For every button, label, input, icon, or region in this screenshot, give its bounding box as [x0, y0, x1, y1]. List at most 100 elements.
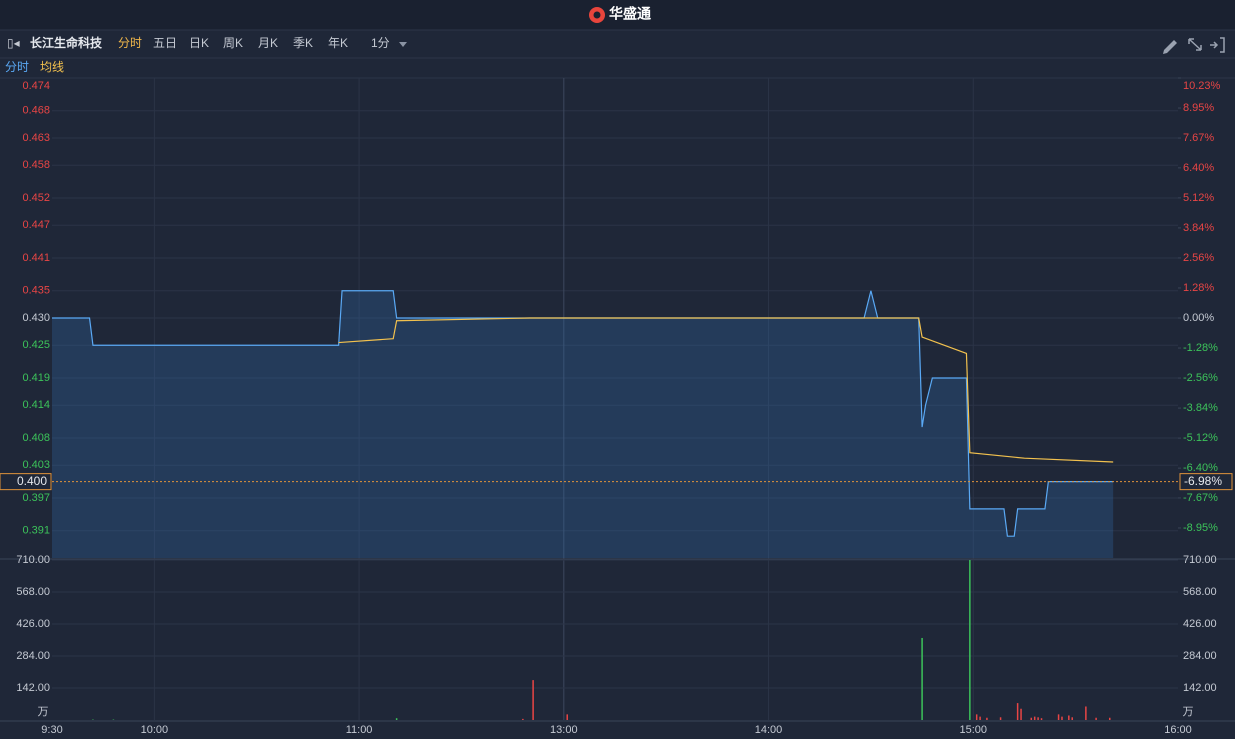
current-price-label: 0.400 — [17, 474, 47, 488]
price-line — [52, 290, 1114, 537]
y-tick-label: 142.00 — [16, 682, 50, 694]
area-fill — [52, 290, 1114, 558]
y2-tick-label: 0.00% — [1183, 312, 1214, 324]
dropdown-arrow[interactable] — [399, 42, 407, 47]
volume-bar — [921, 637, 923, 720]
legend-item: 分时 — [5, 60, 29, 74]
y2-tick-label: -1.28% — [1183, 342, 1218, 354]
exit-icon[interactable] — [1210, 37, 1225, 53]
y-tick-label: 0.419 — [22, 372, 50, 384]
collapse-icon[interactable]: ▯◂ — [7, 36, 20, 50]
y2-tick-label: 5.12% — [1183, 192, 1214, 204]
tab[interactable]: 季K — [293, 36, 313, 50]
volume-bar — [1040, 718, 1043, 720]
volume-bar — [1061, 716, 1063, 720]
y2-tick-label: 7.67% — [1183, 132, 1214, 144]
x-tick-label: 10:00 — [141, 724, 169, 736]
volume-bar — [1037, 717, 1039, 720]
y2-tick-label: 8.95% — [1183, 102, 1214, 114]
y-tick-label: 0.447 — [22, 219, 50, 231]
y-tick-label: 0.408 — [22, 432, 50, 444]
y-tick-label: 0.435 — [22, 285, 50, 297]
x-tick-label: 15:00 — [960, 724, 988, 736]
tab[interactable]: 周K — [223, 36, 243, 50]
x-tick-label: 16:00 — [1164, 724, 1192, 736]
change-box — [1179, 473, 1233, 491]
toolbar: ▯◂ 长江生命科技 分时 五日 日K 周K 月K 季K 年K 1分 — [7, 35, 1225, 54]
unit-label: 万 — [38, 706, 49, 718]
tab[interactable]: 年K — [328, 36, 348, 50]
y-tick-label: 0.463 — [22, 132, 50, 144]
y-tick-label: 0.403 — [22, 459, 50, 471]
stock-name: 长江生命科技 — [30, 35, 103, 50]
volume-bar — [969, 560, 971, 720]
volume-bar — [1016, 703, 1019, 720]
y2-tick-label: -6.40% — [1183, 462, 1218, 474]
y-tick-label: 0.458 — [22, 159, 50, 171]
interval-select[interactable]: 1分 — [371, 36, 390, 50]
draw-icon[interactable] — [1163, 40, 1177, 54]
header-bar — [0, 0, 1235, 30]
x-tick-label: 14:00 — [755, 724, 783, 736]
y2-tick-label: -5.12% — [1183, 432, 1218, 444]
y-tick-label: 284.00 — [16, 650, 50, 662]
y-tick-label: 0.397 — [22, 492, 50, 504]
price-line — [338, 317, 1114, 463]
y2-tick-label: 142.00 — [1183, 682, 1217, 694]
y-tick-label: 568.00 — [16, 586, 50, 598]
y-tick-label: 0.441 — [22, 252, 50, 264]
volume-bar — [1030, 717, 1033, 720]
volume-bar — [1071, 717, 1073, 720]
volume-bar — [1085, 706, 1087, 720]
fullscreen-icon[interactable] — [1188, 38, 1202, 51]
legend-item: 均线 — [40, 60, 64, 74]
y2-tick-label: -2.56% — [1183, 372, 1218, 384]
volume-bar — [522, 718, 524, 720]
volume-bar — [532, 680, 534, 720]
y2-tick-label: 2.56% — [1183, 252, 1214, 264]
volume-bar — [1057, 714, 1060, 720]
y-tick-label: 710.00 — [16, 554, 50, 566]
tab[interactable]: 日K — [189, 36, 209, 50]
y-tick-label: 0.430 — [22, 312, 50, 324]
tab[interactable]: 分时 — [118, 36, 142, 50]
volume-bar — [1033, 716, 1036, 720]
y2-tick-label: -8.95% — [1183, 522, 1218, 534]
y2-tick-label: 6.40% — [1183, 162, 1214, 174]
price-box — [0, 473, 52, 491]
y2-tick-label: 284.00 — [1183, 650, 1217, 662]
volume-bar — [1068, 715, 1070, 720]
y-tick-label: 0.452 — [22, 192, 50, 204]
volume-bar — [395, 718, 398, 720]
y2-tick-label: -3.84% — [1183, 402, 1218, 414]
x-tick-label: 9:30 — [41, 724, 62, 736]
volume-bar — [1020, 708, 1022, 720]
volume-bar — [1095, 717, 1097, 720]
y2-tick-label: 426.00 — [1183, 618, 1217, 630]
tab[interactable]: 月K — [258, 36, 278, 50]
x-tick-label: 11:00 — [346, 724, 373, 736]
volume-bar — [986, 717, 988, 720]
volume-bar — [999, 717, 1002, 720]
y-tick-label: 0.391 — [22, 525, 50, 537]
volume-bar — [979, 716, 981, 720]
x-tick-label: 13:00 — [550, 724, 578, 736]
y2-tick-label: 10.23% — [1183, 80, 1221, 92]
volume-bar — [566, 714, 568, 720]
y-tick-label: 0.468 — [22, 105, 50, 117]
unit-label: 万 — [1183, 706, 1194, 718]
y-tick-label: 0.474 — [22, 80, 50, 92]
brand: 华盛通 — [609, 6, 651, 22]
y2-tick-label: 710.00 — [1183, 554, 1217, 566]
current-change-label: -6.98% — [1184, 474, 1222, 488]
y2-tick-label: -7.67% — [1183, 492, 1218, 504]
volume-bar — [1109, 717, 1111, 720]
y-tick-label: 0.425 — [22, 339, 50, 351]
y-tick-label: 426.00 — [16, 618, 50, 630]
y2-tick-label: 3.84% — [1183, 222, 1214, 234]
y-tick-label: 0.414 — [22, 399, 50, 411]
volume-bar — [975, 714, 978, 720]
tab[interactable]: 五日 — [153, 36, 177, 50]
